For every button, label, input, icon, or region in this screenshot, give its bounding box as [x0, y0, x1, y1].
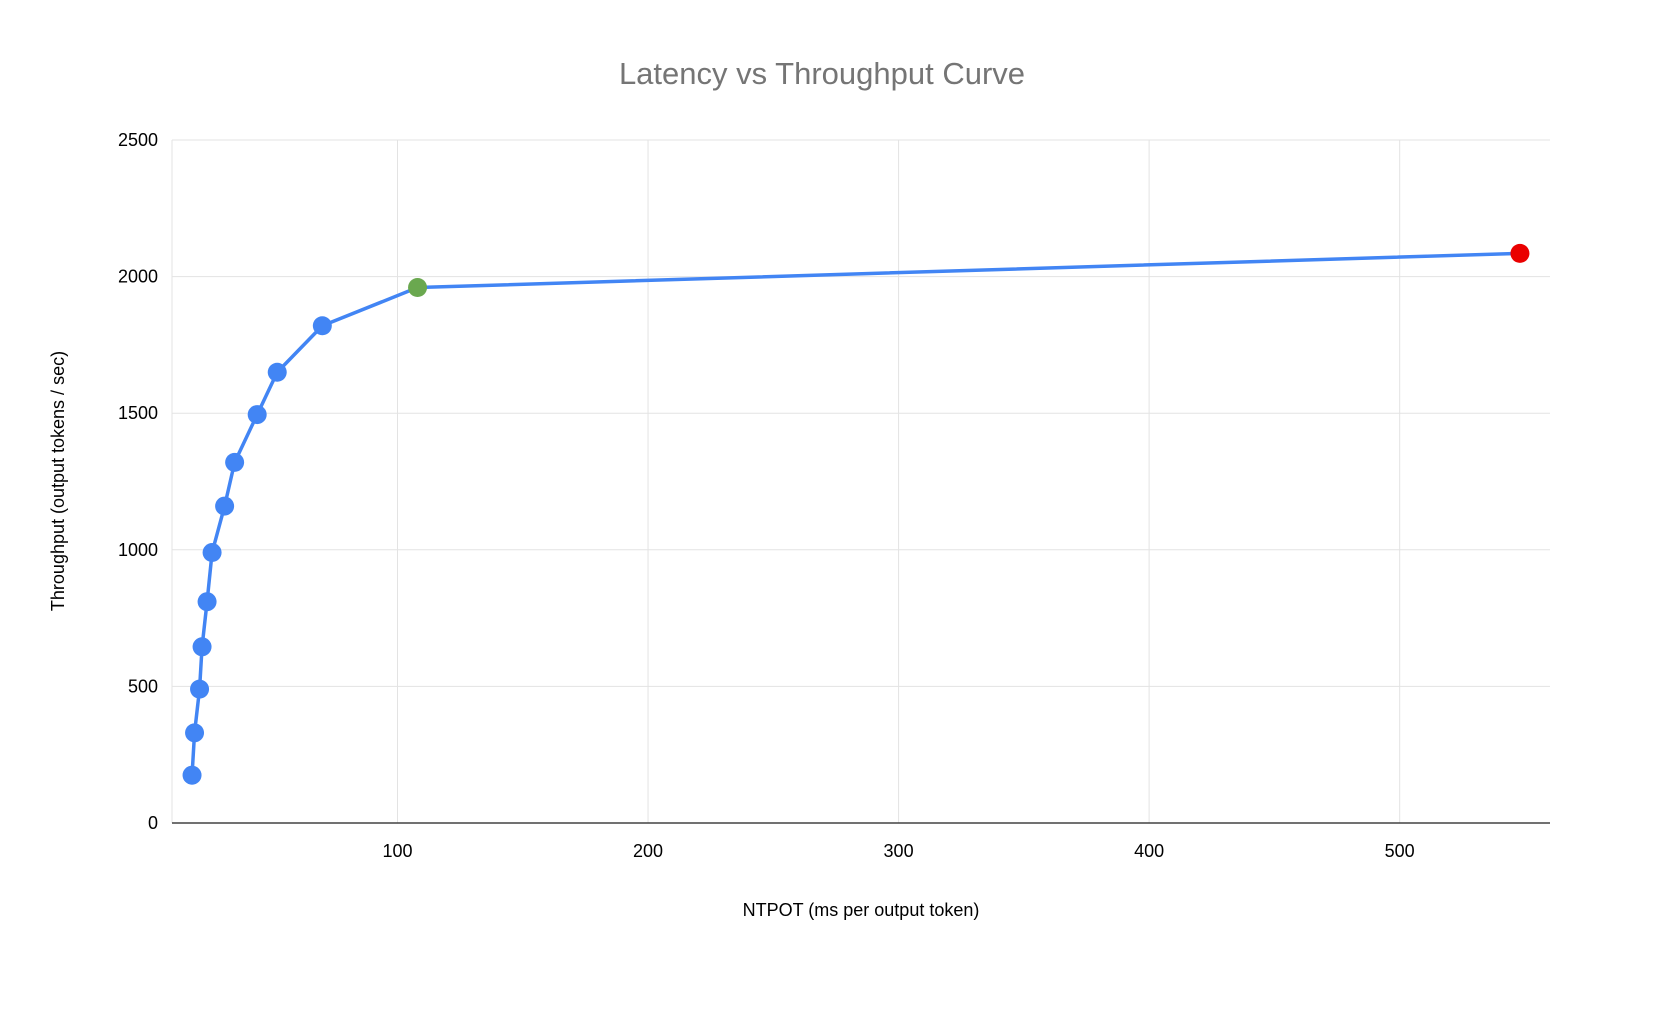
x-tick-label: 100 — [382, 841, 412, 861]
y-tick-label: 500 — [128, 676, 158, 696]
data-point — [215, 496, 235, 516]
data-point-optimal — [408, 278, 428, 298]
series-line — [190, 251, 1522, 777]
data-point-saturated — [1510, 243, 1530, 263]
data-series — [182, 243, 1530, 785]
chart-title: Latency vs Throughput Curve — [619, 56, 1025, 91]
tick-labels: 0 500 1000 1500 2000 2500 100 200 300 400 500 — [118, 130, 1415, 861]
x-tick-label: 300 — [884, 841, 914, 861]
x-axis-title: NTPOT (ms per output token) — [743, 900, 980, 920]
data-point — [185, 723, 205, 743]
y-tick-label: 1500 — [118, 403, 158, 423]
data-point — [182, 765, 202, 785]
data-point — [312, 316, 332, 336]
y-tick-label: 2500 — [118, 130, 158, 150]
data-point — [197, 592, 217, 612]
x-tick-label: 400 — [1134, 841, 1164, 861]
data-point — [202, 543, 222, 563]
gridlines — [172, 139, 1550, 823]
data-point — [190, 679, 210, 699]
data-point — [267, 362, 287, 382]
y-tick-label: 1000 — [118, 540, 158, 560]
data-point — [192, 637, 212, 657]
data-point — [247, 405, 267, 425]
y-axis-title: Throughput (output tokens / sec) — [48, 351, 68, 611]
x-tick-label: 200 — [633, 841, 663, 861]
y-tick-label: 0 — [148, 813, 158, 833]
y-tick-label: 2000 — [118, 267, 158, 287]
x-tick-label: 500 — [1385, 841, 1415, 861]
axes — [171, 140, 1550, 824]
data-point — [225, 452, 245, 472]
